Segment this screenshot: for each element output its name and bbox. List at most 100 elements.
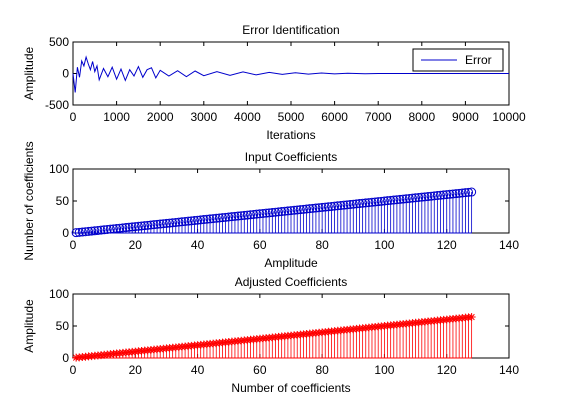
stem-marker-circle bbox=[295, 205, 305, 215]
stem-marker-circle bbox=[351, 199, 361, 209]
stem-marker-circle bbox=[277, 207, 287, 217]
stem-marker-circle bbox=[467, 187, 477, 197]
stem-marker-circle bbox=[423, 192, 433, 202]
stem-marker-circle bbox=[389, 195, 399, 205]
stem-marker-circle bbox=[93, 225, 103, 235]
stem-marker-circle bbox=[333, 201, 343, 211]
stem-marker-circle bbox=[280, 206, 290, 216]
stem-marker-circle bbox=[168, 218, 178, 228]
stem-marker-circle bbox=[342, 200, 352, 210]
x-tick-label: 10000 bbox=[492, 110, 526, 124]
chart-2 bbox=[71, 168, 510, 238]
stem-marker-circle bbox=[429, 191, 439, 201]
x-tick-label: 9000 bbox=[452, 110, 479, 124]
stem-marker-circle bbox=[130, 222, 140, 232]
stem-marker-circle bbox=[270, 207, 280, 217]
x-tick-label: 3000 bbox=[190, 110, 217, 124]
x-tick-label: 120 bbox=[437, 363, 457, 377]
stem-marker-circle bbox=[435, 190, 445, 200]
x-tick-label: 60 bbox=[253, 363, 267, 377]
stem-marker-circle bbox=[236, 211, 246, 221]
stem-marker-circle bbox=[376, 196, 386, 206]
stem-marker-circle bbox=[345, 200, 355, 210]
stem-marker-circle bbox=[124, 222, 134, 232]
stem-marker-circle bbox=[155, 219, 165, 229]
stem-marker-circle bbox=[224, 212, 234, 222]
stem-marker-circle bbox=[171, 217, 181, 227]
stem-marker-circle bbox=[317, 202, 327, 212]
chart-title: Input Coefficients bbox=[245, 150, 338, 164]
stem-marker-star bbox=[467, 313, 476, 322]
stem-marker-circle bbox=[326, 201, 336, 211]
stem-marker-circle bbox=[261, 208, 271, 218]
stem-marker-circle bbox=[90, 226, 100, 236]
x-tick-label: 20 bbox=[129, 363, 143, 377]
x-tick-label: 100 bbox=[374, 238, 394, 252]
x-tick-label: 8000 bbox=[408, 110, 435, 124]
y-tick-label: 500 bbox=[49, 35, 69, 49]
stem-marker-circle bbox=[407, 193, 417, 203]
stem-marker-circle bbox=[426, 191, 436, 201]
stem-marker-circle bbox=[80, 227, 90, 237]
chart-title: Adjusted Coefficients bbox=[235, 275, 348, 289]
stem-marker-circle bbox=[137, 221, 147, 231]
x-tick-label: 120 bbox=[437, 238, 457, 252]
stem-marker-circle bbox=[432, 191, 442, 201]
x-tick-label: 20 bbox=[129, 238, 143, 252]
stem-marker-circle bbox=[174, 217, 184, 227]
stem-marker-circle bbox=[420, 192, 430, 202]
stem-marker-circle bbox=[84, 226, 94, 236]
x-tick-label: 40 bbox=[191, 363, 205, 377]
stem-marker-circle bbox=[115, 223, 125, 233]
stem-marker-circle bbox=[439, 190, 449, 200]
x-tick-label: 60 bbox=[253, 238, 267, 252]
stem-marker-circle bbox=[77, 227, 87, 237]
legend-label: Error bbox=[465, 53, 492, 67]
stem-marker-circle bbox=[127, 222, 137, 232]
stem-marker-circle bbox=[121, 223, 131, 233]
stem-marker-circle bbox=[267, 208, 277, 218]
x-tick-label: 80 bbox=[315, 238, 329, 252]
stem-marker-circle bbox=[454, 188, 464, 198]
y-axis-label: Amplitude bbox=[22, 299, 36, 353]
stem-marker-circle bbox=[252, 209, 262, 219]
stem-marker-circle bbox=[395, 194, 405, 204]
stem-marker-circle bbox=[404, 193, 414, 203]
stem-marker-circle bbox=[401, 194, 411, 204]
stem-marker-circle bbox=[165, 218, 175, 228]
stem-marker-circle bbox=[186, 216, 196, 226]
stem-marker-circle bbox=[221, 212, 231, 222]
stem-marker-circle bbox=[305, 204, 315, 214]
stem-marker-circle bbox=[233, 211, 243, 221]
stem-marker-circle bbox=[217, 213, 227, 223]
stem-marker-circle bbox=[196, 215, 206, 225]
x-tick-label: 2000 bbox=[147, 110, 174, 124]
stem-marker-circle bbox=[146, 220, 156, 230]
stem-marker-circle bbox=[445, 189, 455, 199]
stem-marker-circle bbox=[339, 200, 349, 210]
stem-marker-circle bbox=[118, 223, 128, 233]
x-tick-label: 0 bbox=[70, 110, 77, 124]
stem-marker-circle bbox=[314, 203, 324, 213]
x-tick-label: 140 bbox=[499, 238, 519, 252]
stem-marker-circle bbox=[464, 187, 474, 197]
x-tick-label: 40 bbox=[191, 238, 205, 252]
legend-box bbox=[412, 48, 504, 72]
stem-marker-circle bbox=[202, 214, 212, 224]
stem-marker-circle bbox=[286, 206, 296, 216]
x-tick-label: 140 bbox=[499, 363, 519, 377]
stem-marker-circle bbox=[367, 197, 377, 207]
stem-marker-circle bbox=[258, 208, 268, 218]
y-axis-label: Number of coefficients bbox=[22, 141, 36, 260]
x-axis-label: Iterations bbox=[266, 128, 315, 142]
stem-marker-circle bbox=[96, 225, 106, 235]
stem-marker-circle bbox=[230, 211, 240, 221]
stem-marker-circle bbox=[373, 197, 383, 207]
stem-marker-circle bbox=[99, 225, 109, 235]
legend: Error bbox=[412, 48, 504, 72]
stem-marker-circle bbox=[249, 209, 259, 219]
stem-marker-circle bbox=[457, 188, 467, 198]
stem-marker-circle bbox=[311, 203, 321, 213]
stem-marker-circle bbox=[255, 209, 265, 219]
